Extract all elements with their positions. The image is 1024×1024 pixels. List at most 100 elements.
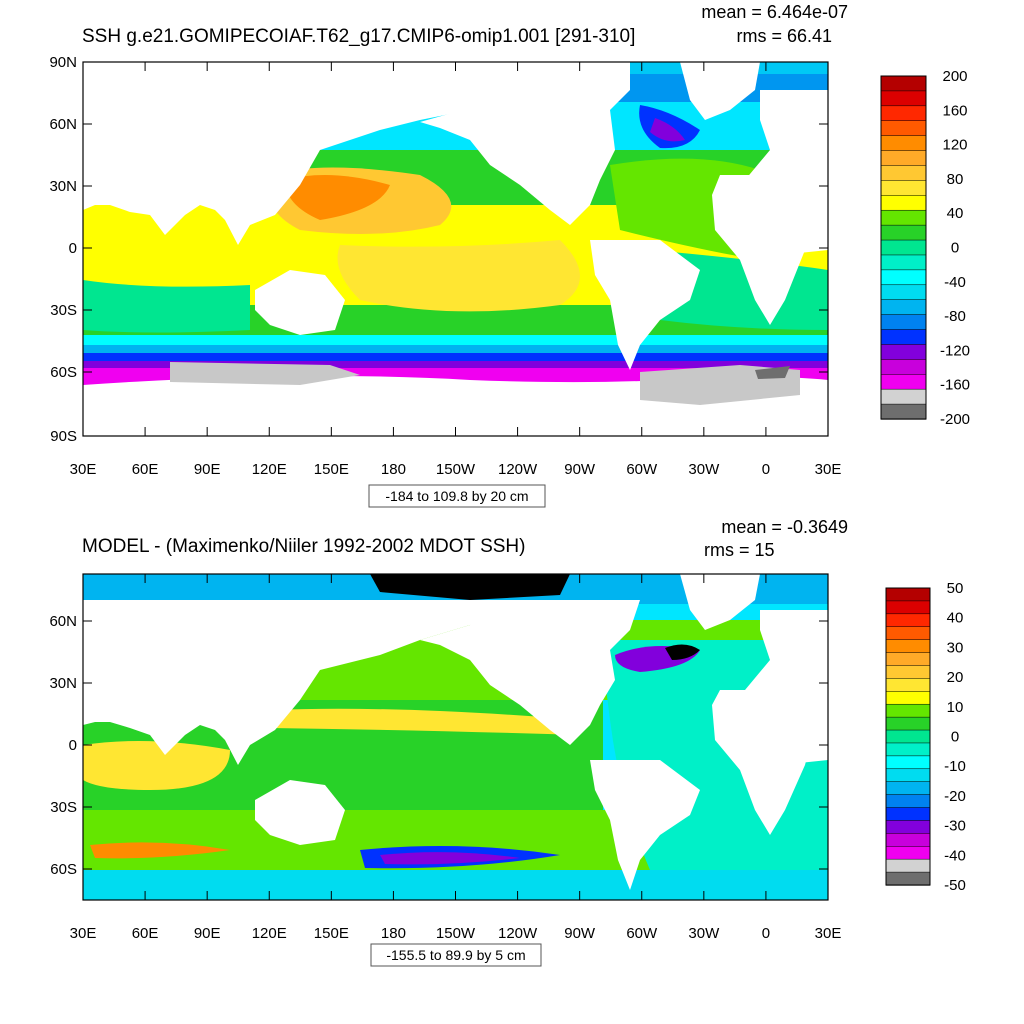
colorbar-swatch bbox=[880, 388, 927, 405]
gulfstream-black bbox=[665, 644, 700, 660]
greenland bbox=[680, 574, 760, 630]
colorbar-swatch bbox=[880, 195, 927, 211]
colorbar-swatch bbox=[885, 768, 931, 783]
lon-tick-label: 90E bbox=[194, 461, 221, 478]
colorbar-swatch bbox=[880, 75, 927, 92]
colorbar-label: -80 bbox=[944, 308, 966, 325]
colorbar-swatch bbox=[880, 105, 927, 122]
contour-range: -184 to 109.8 by 20 cm bbox=[385, 488, 528, 504]
lat-tick-label: 30S bbox=[50, 799, 77, 816]
lon-tick-label: 30E bbox=[70, 461, 97, 478]
colorbar-swatch bbox=[885, 639, 931, 654]
colorbar-swatch bbox=[880, 224, 927, 241]
australia bbox=[255, 780, 345, 845]
band-acc-3 bbox=[83, 353, 828, 361]
colorbar-swatch bbox=[885, 781, 931, 796]
lon-tick-label: 30E bbox=[815, 925, 842, 942]
colorbar-label: 30 bbox=[947, 639, 964, 656]
lon-tick-label: 60E bbox=[132, 925, 159, 942]
colorbar-swatch bbox=[885, 794, 931, 809]
arctic-black bbox=[370, 574, 570, 600]
colorbar-swatch bbox=[880, 314, 927, 331]
lat-tick-label: 60N bbox=[49, 116, 77, 133]
lon-tick-label: 90W bbox=[564, 925, 596, 942]
colorbar-swatch bbox=[885, 691, 931, 705]
colorbar-label: 0 bbox=[951, 240, 959, 257]
colorbar-swatch bbox=[880, 165, 927, 182]
south-pacific-gyre bbox=[337, 240, 580, 312]
lon-tick-label: 60E bbox=[132, 461, 159, 478]
pacific-equatorial-yellow bbox=[270, 708, 580, 735]
lon-tick-label: 150E bbox=[314, 461, 349, 478]
colorbar-swatch bbox=[880, 209, 927, 226]
colorbar: 200 160 120 80 40 0 -40 -80 -120 -160 -200 bbox=[880, 68, 970, 428]
axes: 90N 60N 30N 0 30S 60S 90S 30E 60E 90E 120E 150E 180 1… bbox=[49, 54, 841, 478]
colorbar-swatch bbox=[885, 703, 931, 718]
colorbar-swatch bbox=[880, 150, 927, 167]
colorbar-swatch bbox=[885, 833, 931, 847]
colorbar-frame bbox=[880, 75, 927, 420]
colorbar-swatch bbox=[885, 858, 931, 873]
lon-tick-label: 30W bbox=[688, 925, 720, 942]
lat-tick-label: 90N bbox=[49, 54, 77, 71]
colorbar-swatch bbox=[880, 120, 927, 137]
eurasia bbox=[83, 600, 600, 765]
colorbar-label: -40 bbox=[944, 847, 966, 864]
colorbar-swatch bbox=[880, 180, 927, 196]
lat-tick-label: 60S bbox=[50, 364, 77, 381]
mean-value: mean = 6.464e-07 bbox=[701, 2, 848, 22]
australia bbox=[255, 270, 345, 335]
colorbar-label: 50 bbox=[947, 580, 964, 597]
lat-tick-label: 90S bbox=[50, 428, 77, 445]
colorbar-label: 120 bbox=[942, 137, 967, 154]
lon-tick-label: 30E bbox=[815, 461, 842, 478]
lon-tick-label: 180 bbox=[381, 461, 406, 478]
axes: 60N 30N 0 30S 60S 30E 60E 90E 120E 150E 180 150W 120… bbox=[49, 574, 841, 942]
colorbar-swatch bbox=[880, 239, 927, 256]
lat-tick-label: 30N bbox=[49, 178, 77, 195]
colorbar-label: 80 bbox=[947, 171, 964, 188]
north-america bbox=[420, 600, 640, 745]
colorbar-label: 0 bbox=[951, 729, 959, 746]
colorbar-swatch bbox=[880, 374, 927, 390]
colorbar-swatch bbox=[885, 716, 931, 731]
colorbar-swatch bbox=[880, 403, 927, 420]
colorbar-label: 160 bbox=[942, 102, 967, 119]
colorbar-swatch bbox=[885, 626, 931, 641]
colorbar-label: 40 bbox=[947, 610, 964, 627]
lat-tick-label: 0 bbox=[69, 737, 77, 754]
lat-tick-label: 60S bbox=[50, 861, 77, 878]
colorbar-label: -160 bbox=[940, 377, 970, 394]
colorbar-label: 40 bbox=[947, 205, 964, 222]
colorbar-label: 200 bbox=[942, 68, 967, 85]
indian-south-cyan bbox=[83, 280, 250, 333]
colorbar-label: -10 bbox=[944, 758, 966, 775]
colorbar-label: -40 bbox=[944, 274, 966, 291]
panel-title: SSH g.e21.GOMIPECOIAF.T62_g17.CMIP6-omip… bbox=[82, 26, 635, 47]
colorbar-swatch bbox=[885, 871, 931, 886]
lon-tick-label: 180 bbox=[381, 925, 406, 942]
colorbar-swatch bbox=[885, 600, 931, 615]
lon-tick-label: 90W bbox=[564, 461, 596, 478]
colorbar-swatch bbox=[885, 846, 931, 860]
panel-title: MODEL - (Maximenko/Niiler 1992-2002 MDOT… bbox=[82, 536, 525, 557]
africa bbox=[712, 690, 815, 835]
colorbar-swatch bbox=[880, 90, 927, 107]
lon-tick-label: 0 bbox=[762, 925, 770, 942]
lat-tick-label: 60N bbox=[49, 613, 77, 630]
band-acc-4 bbox=[83, 361, 828, 368]
southern-purple bbox=[380, 852, 520, 865]
indian-yellow bbox=[83, 741, 230, 790]
colorbar-swatch bbox=[880, 299, 927, 316]
lon-tick-label: 60W bbox=[626, 925, 658, 942]
lat-tick-label: 30N bbox=[49, 675, 77, 692]
south-america bbox=[590, 240, 700, 370]
lon-tick-label: 90E bbox=[194, 925, 221, 942]
colorbar-swatch bbox=[885, 587, 931, 602]
lon-tick-label: 120E bbox=[252, 461, 287, 478]
antarctic-darkgrey bbox=[755, 366, 790, 379]
lon-tick-label: 150W bbox=[436, 925, 476, 942]
band-acc-1 bbox=[83, 335, 828, 345]
colorbar-swatch bbox=[885, 678, 931, 692]
